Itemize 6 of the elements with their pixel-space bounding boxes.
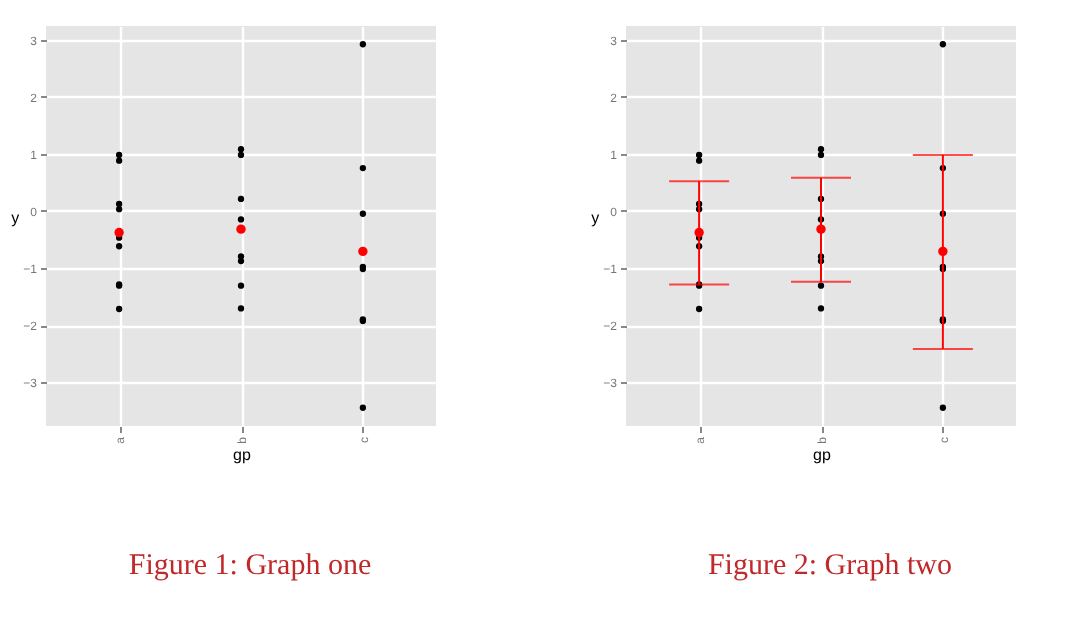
- caption: Figure 1: Graph one: [126, 550, 374, 584]
- caption: Figure 2: Graph two: [705, 550, 955, 584]
- y-axis-title: y: [591, 209, 600, 227]
- x-axis-title: gp: [813, 445, 832, 464]
- x-axis-title: gp: [233, 445, 252, 464]
- y-axis-title: y: [11, 209, 20, 227]
